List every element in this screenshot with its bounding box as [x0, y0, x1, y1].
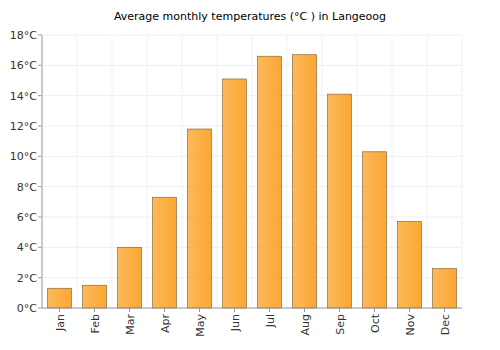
x-axis [42, 308, 462, 309]
grid-line-vertical [217, 35, 218, 308]
grid-line-vertical [77, 35, 78, 308]
x-tick-label: Aug [299, 314, 312, 335]
x-tick [339, 308, 340, 312]
x-tick [129, 308, 130, 312]
bar [153, 197, 177, 308]
grid-line-vertical [112, 35, 113, 308]
bar [83, 285, 107, 308]
y-tick [38, 217, 42, 218]
bar [433, 269, 457, 308]
y-tick-label: 2°C [17, 272, 37, 285]
y-tick [38, 186, 42, 187]
x-tick [269, 308, 270, 312]
bar [293, 55, 317, 308]
x-tick [304, 308, 305, 312]
grid-line-vertical [42, 35, 43, 308]
y-tick [38, 308, 42, 309]
x-tick-label: Feb [89, 314, 102, 333]
bar [48, 288, 72, 308]
bar [188, 129, 212, 308]
y-tick-label: 14°C [10, 90, 37, 103]
y-tick [38, 65, 42, 66]
x-tick-label: Apr [159, 314, 172, 334]
bar [223, 79, 247, 308]
grid-line-vertical [427, 35, 428, 308]
y-tick-label: 16°C [10, 59, 37, 72]
y-tick [38, 35, 42, 36]
grid-line-vertical [287, 35, 288, 308]
x-tick [374, 308, 375, 312]
y-tick-label: 18°C [10, 29, 37, 42]
bar [363, 152, 387, 308]
bar [118, 247, 142, 308]
grid-line-vertical [182, 35, 183, 308]
y-tick-label: 8°C [17, 181, 37, 194]
y-tick [38, 126, 42, 127]
bar [398, 222, 422, 308]
grid-line-vertical [322, 35, 323, 308]
x-tick-label: Jul [264, 314, 277, 328]
x-tick-label: Jan [54, 314, 67, 332]
x-tick-label: Oct [369, 313, 382, 333]
grid-line [42, 308, 462, 309]
y-tick [38, 95, 42, 96]
chart: Average monthly temperatures (°C ) in La… [0, 0, 500, 350]
y-tick [38, 156, 42, 157]
grid-line-vertical [252, 35, 253, 308]
y-tick [38, 247, 42, 248]
y-tick [38, 277, 42, 278]
grid-line-vertical [147, 35, 148, 308]
x-tick [199, 308, 200, 312]
y-tick-label: 6°C [17, 211, 37, 224]
x-tick [94, 308, 95, 312]
title: Average monthly temperatures (°C ) in La… [114, 10, 386, 23]
x-tick [59, 308, 60, 312]
y-tick-label: 0°C [17, 302, 37, 315]
grid-line-vertical [357, 35, 358, 308]
y-axis [42, 35, 43, 308]
x-tick [444, 308, 445, 312]
bar [258, 56, 282, 308]
x-tick-label: May [194, 314, 207, 337]
grid-line-vertical [462, 35, 463, 308]
x-tick-label: Sep [334, 314, 347, 335]
x-tick [164, 308, 165, 312]
y-tick-label: 12°C [10, 120, 37, 133]
y-tick-label: 10°C [10, 150, 37, 163]
x-tick-label: Jun [229, 314, 242, 332]
bar [328, 94, 352, 308]
x-tick [409, 308, 410, 312]
y-tick-label: 4°C [17, 241, 37, 254]
x-tick [234, 308, 235, 312]
x-tick-label: Dec [439, 314, 452, 335]
grid-line-vertical [392, 35, 393, 308]
x-tick-label: Nov [404, 314, 417, 336]
x-tick-label: Mar [124, 314, 137, 335]
